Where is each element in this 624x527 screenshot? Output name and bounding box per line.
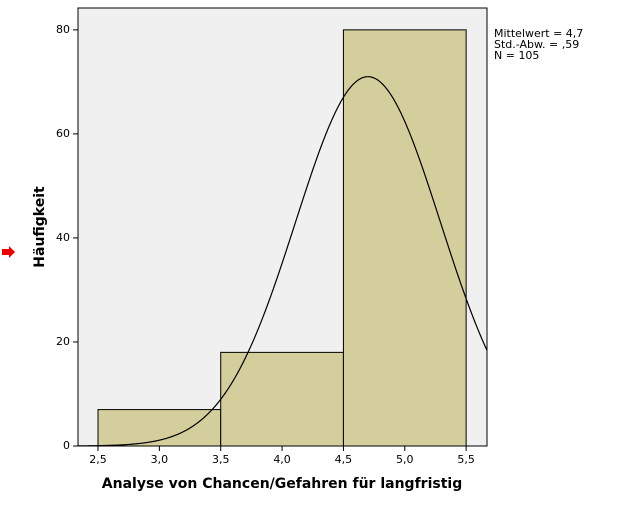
y-tick-label: 60 <box>56 127 70 140</box>
x-tick-label: 3,0 <box>151 453 169 466</box>
y-tick-label: 40 <box>56 231 70 244</box>
stat-label: N = 105 <box>494 49 539 62</box>
x-axis-label: Analyse von Chancen/Gefahren für langfri… <box>102 476 462 492</box>
y-tick-label: 0 <box>63 439 70 452</box>
x-tick-label: 3,5 <box>212 453 230 466</box>
y-axis-label: Häufigkeit <box>32 186 48 268</box>
marker-arrow <box>2 246 15 258</box>
x-tick-label: 5,0 <box>396 453 414 466</box>
bar <box>220 351 344 447</box>
normal-curve <box>77 76 488 447</box>
x-tick-label: 2,5 <box>89 453 107 466</box>
x-tick-label: 5,5 <box>457 453 475 466</box>
bar <box>342 29 467 447</box>
x-tick-label: 4,5 <box>335 453 353 466</box>
y-tick-label: 80 <box>56 23 70 36</box>
stat-label: Mittelwert = 4,7 <box>494 27 583 40</box>
y-tick-label: 20 <box>56 335 70 348</box>
stat-label: Std.-Abw. = ,59 <box>494 38 579 51</box>
x-tick-label: 4,0 <box>273 453 291 466</box>
